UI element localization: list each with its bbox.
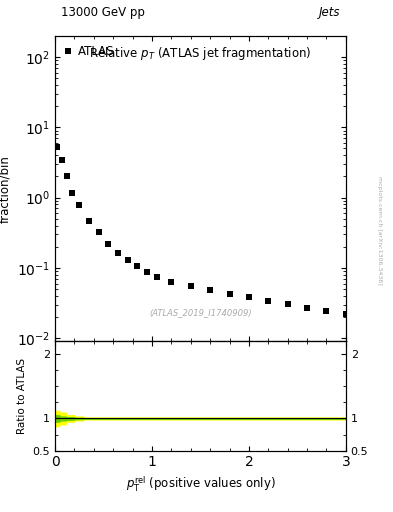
ATLAS <box>324 308 329 314</box>
ATLAS <box>169 279 174 285</box>
ATLAS <box>65 174 70 180</box>
ATLAS <box>55 144 60 151</box>
Text: mcplots.cern.ch [arXiv:1306.3436]: mcplots.cern.ch [arXiv:1306.3436] <box>377 176 382 285</box>
ATLAS <box>188 283 193 289</box>
ATLAS <box>208 287 213 293</box>
ATLAS <box>125 257 130 263</box>
Text: Relative $p_T$ (ATLAS jet fragmentation): Relative $p_T$ (ATLAS jet fragmentation) <box>89 45 312 62</box>
ATLAS <box>96 229 101 236</box>
ATLAS <box>154 274 159 280</box>
ATLAS <box>86 218 91 224</box>
Y-axis label: fraction/bin: fraction/bin <box>0 155 11 223</box>
ATLAS <box>246 294 251 301</box>
X-axis label: $p_{\rm T}^{\rm rel}$ (positive values only): $p_{\rm T}^{\rm rel}$ (positive values o… <box>126 475 275 495</box>
ATLAS <box>343 311 348 317</box>
ATLAS <box>145 269 149 275</box>
ATLAS <box>266 298 271 304</box>
Y-axis label: Ratio to ATLAS: Ratio to ATLAS <box>17 358 27 434</box>
Text: (ATLAS_2019_I1740909): (ATLAS_2019_I1740909) <box>149 308 252 317</box>
ATLAS <box>70 190 74 197</box>
ATLAS <box>135 263 140 269</box>
ATLAS <box>77 202 82 208</box>
Text: 13000 GeV pp: 13000 GeV pp <box>61 6 145 19</box>
Legend: ATLAS: ATLAS <box>61 42 118 62</box>
Line: ATLAS: ATLAS <box>54 144 349 317</box>
ATLAS <box>116 249 120 255</box>
ATLAS <box>227 291 232 297</box>
ATLAS <box>285 301 290 307</box>
ATLAS <box>305 305 309 311</box>
ATLAS <box>60 157 64 163</box>
Text: Jets: Jets <box>318 6 340 19</box>
ATLAS <box>106 241 111 247</box>
